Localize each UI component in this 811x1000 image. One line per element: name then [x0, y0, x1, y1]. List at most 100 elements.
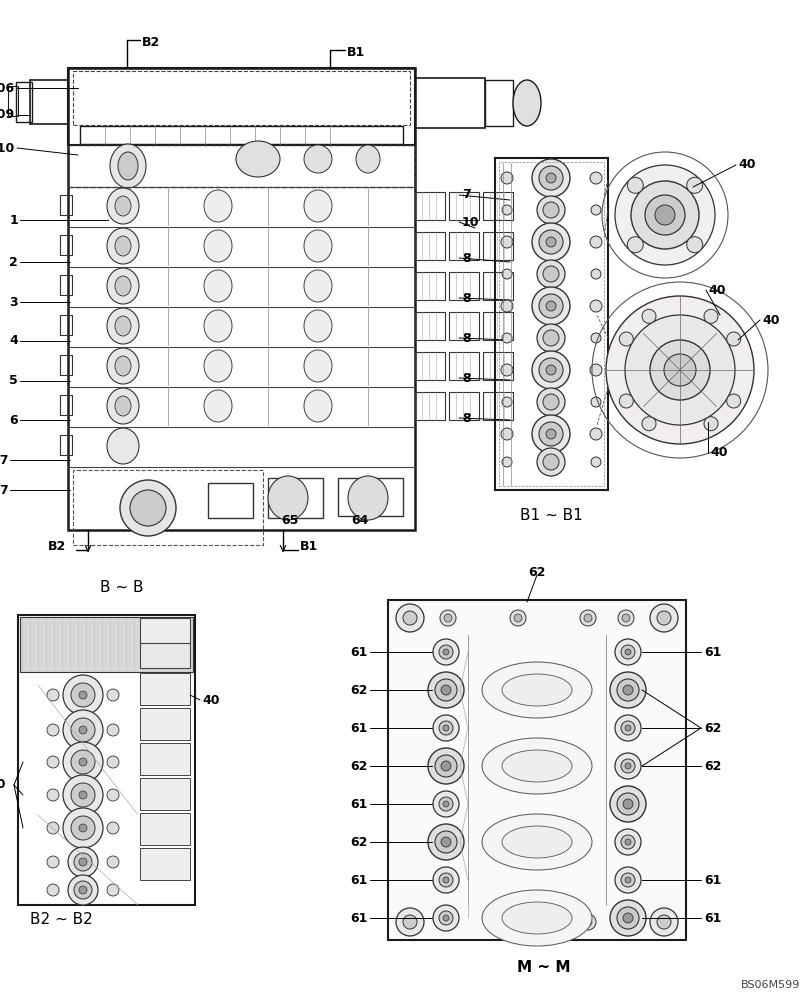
- Circle shape: [74, 881, 92, 899]
- Bar: [414, 352, 444, 380]
- Ellipse shape: [107, 348, 139, 384]
- Ellipse shape: [303, 270, 332, 302]
- Bar: [68, 68, 414, 530]
- Bar: [483, 232, 513, 260]
- Text: 62: 62: [703, 722, 720, 734]
- Circle shape: [621, 918, 629, 926]
- Circle shape: [545, 173, 556, 183]
- Text: 40: 40: [707, 284, 724, 296]
- Circle shape: [501, 397, 512, 407]
- Ellipse shape: [107, 228, 139, 264]
- Circle shape: [624, 763, 630, 769]
- Ellipse shape: [303, 145, 332, 173]
- Circle shape: [71, 683, 95, 707]
- Circle shape: [435, 679, 457, 701]
- Text: 62: 62: [350, 684, 367, 696]
- Circle shape: [642, 417, 655, 431]
- Circle shape: [501, 269, 512, 279]
- Circle shape: [501, 333, 512, 343]
- Circle shape: [656, 611, 670, 625]
- Circle shape: [439, 911, 453, 925]
- Text: 61: 61: [703, 646, 720, 658]
- Circle shape: [47, 884, 59, 896]
- Circle shape: [432, 791, 458, 817]
- Bar: [448, 392, 478, 420]
- Circle shape: [439, 645, 453, 659]
- Circle shape: [107, 856, 119, 868]
- Ellipse shape: [115, 196, 131, 216]
- Circle shape: [536, 448, 564, 476]
- Circle shape: [616, 907, 638, 929]
- Circle shape: [590, 397, 600, 407]
- Ellipse shape: [303, 350, 332, 382]
- Ellipse shape: [107, 428, 139, 464]
- Circle shape: [71, 718, 95, 742]
- Ellipse shape: [501, 902, 571, 934]
- Text: 106: 106: [0, 82, 15, 95]
- Circle shape: [605, 296, 753, 444]
- Circle shape: [63, 775, 103, 815]
- Ellipse shape: [107, 188, 139, 224]
- Ellipse shape: [204, 390, 232, 422]
- Circle shape: [630, 181, 698, 249]
- Circle shape: [654, 205, 674, 225]
- Circle shape: [439, 721, 453, 735]
- Circle shape: [539, 230, 562, 254]
- Circle shape: [579, 610, 595, 626]
- Bar: [18, 615, 195, 905]
- Ellipse shape: [303, 230, 332, 262]
- Text: 61: 61: [703, 912, 720, 924]
- Circle shape: [614, 165, 714, 265]
- Circle shape: [432, 905, 458, 931]
- Circle shape: [47, 689, 59, 701]
- Circle shape: [107, 756, 119, 768]
- Circle shape: [620, 759, 634, 773]
- Circle shape: [616, 793, 638, 815]
- Circle shape: [614, 829, 640, 855]
- Circle shape: [509, 914, 526, 930]
- Ellipse shape: [204, 350, 232, 382]
- Text: 4: 4: [9, 334, 18, 348]
- Circle shape: [620, 721, 634, 735]
- Bar: [68, 145, 414, 187]
- Text: 62: 62: [528, 566, 545, 578]
- Circle shape: [443, 649, 448, 655]
- Text: 65: 65: [281, 514, 298, 526]
- Circle shape: [47, 789, 59, 801]
- Circle shape: [440, 761, 450, 771]
- Circle shape: [536, 196, 564, 224]
- Circle shape: [107, 789, 119, 801]
- Circle shape: [536, 324, 564, 352]
- Text: 8: 8: [461, 251, 470, 264]
- Bar: [414, 272, 444, 300]
- Text: 61: 61: [350, 912, 367, 924]
- Text: 109: 109: [0, 108, 15, 121]
- Circle shape: [590, 457, 600, 467]
- Text: 40: 40: [737, 158, 754, 172]
- Bar: [60, 435, 72, 455]
- Circle shape: [644, 195, 684, 235]
- Circle shape: [545, 301, 556, 311]
- Circle shape: [545, 365, 556, 375]
- Circle shape: [443, 877, 448, 883]
- Ellipse shape: [115, 396, 131, 416]
- Circle shape: [79, 886, 87, 894]
- Circle shape: [726, 394, 740, 408]
- Circle shape: [531, 159, 569, 197]
- Circle shape: [627, 177, 642, 193]
- Ellipse shape: [204, 310, 232, 342]
- Circle shape: [432, 715, 458, 741]
- Circle shape: [120, 480, 176, 536]
- Text: B1: B1: [346, 46, 365, 60]
- Circle shape: [440, 685, 450, 695]
- Circle shape: [79, 791, 87, 799]
- Ellipse shape: [236, 141, 280, 177]
- Circle shape: [619, 332, 633, 346]
- Circle shape: [443, 725, 448, 731]
- Bar: [139, 848, 190, 880]
- Text: B2 ~ B2: B2 ~ B2: [30, 912, 92, 927]
- Circle shape: [649, 908, 677, 936]
- Circle shape: [444, 918, 452, 926]
- Circle shape: [614, 715, 640, 741]
- Circle shape: [619, 394, 633, 408]
